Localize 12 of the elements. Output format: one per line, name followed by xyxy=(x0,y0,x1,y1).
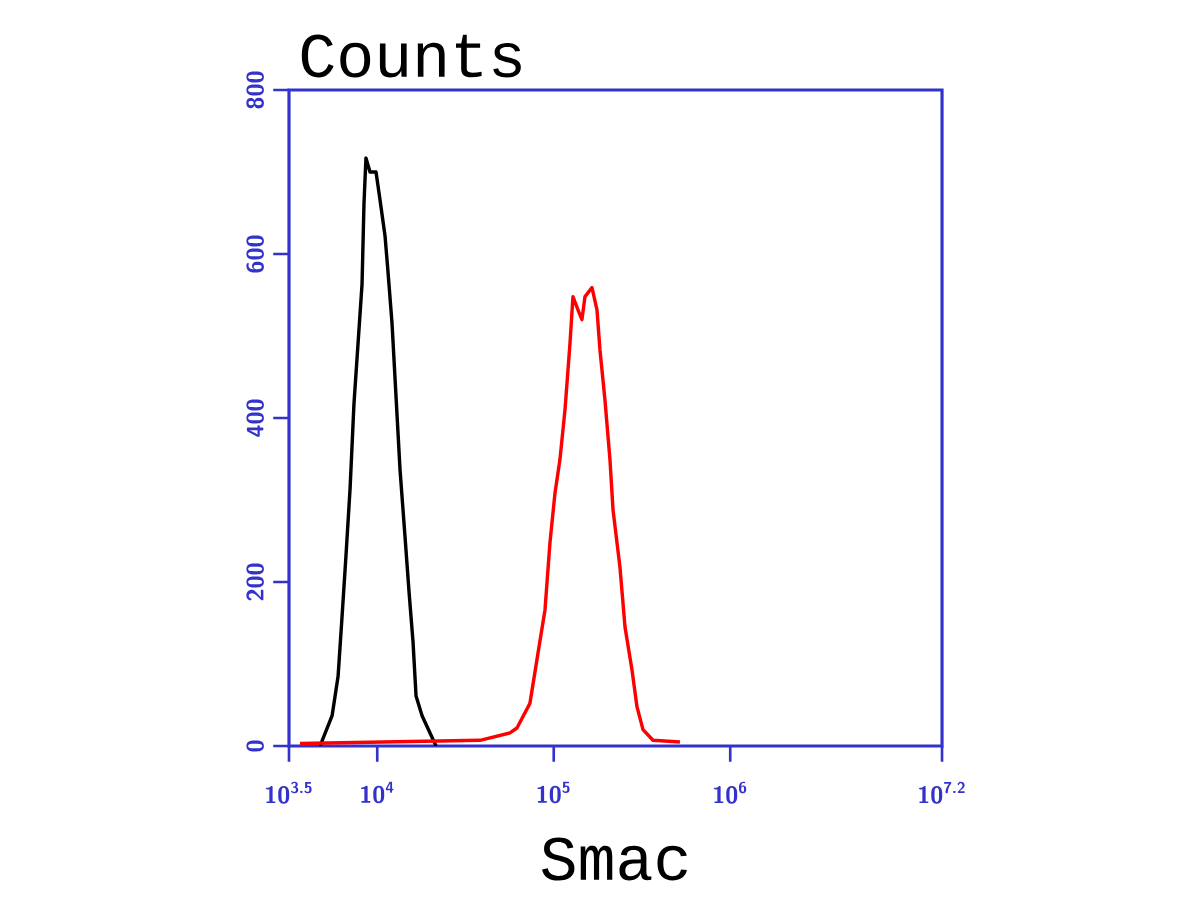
x-axis-title: Smac xyxy=(542,837,687,881)
y-tick-label: 400 xyxy=(246,399,264,437)
y-axis-title: Counts xyxy=(301,34,521,78)
x-tick-label: 10$^{6}$ xyxy=(714,781,747,804)
x-tick-label: 10$^{5}$ xyxy=(537,781,570,804)
y-tick-label: 200 xyxy=(246,563,264,601)
x-tick-label: 10$^{4}$ xyxy=(361,781,394,804)
y-tick-label: 800 xyxy=(246,71,264,109)
y-tick-label: 0 xyxy=(246,740,264,752)
x-tick-label: 10$^{7.2}$ xyxy=(919,781,965,804)
x-tick-label: 10$^{3.5}$ xyxy=(265,781,312,804)
y-tick-label: 600 xyxy=(246,235,264,273)
